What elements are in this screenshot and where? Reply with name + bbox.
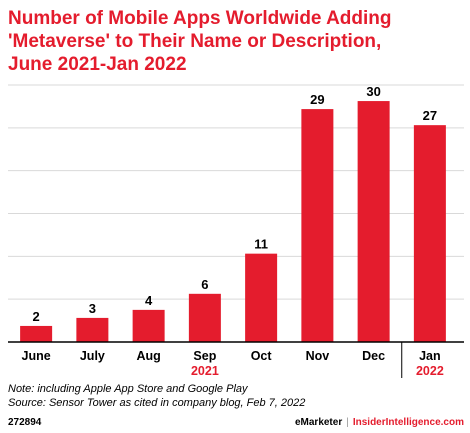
category-label: Aug	[136, 349, 160, 363]
bar	[76, 317, 109, 342]
chart-title-line: Number of Mobile Apps Worldwide Adding	[8, 8, 392, 29]
year-label: 2021	[191, 364, 219, 378]
category-label: Nov	[306, 349, 330, 363]
year-label: 2022	[416, 364, 444, 378]
category-label: Dec	[362, 349, 385, 363]
category-label: Oct	[251, 349, 273, 363]
bar-value-label: 29	[310, 92, 324, 107]
source-text: Source: Sensor Tower as cited in company…	[8, 397, 306, 409]
bar	[357, 101, 390, 342]
category-label: Jan	[419, 349, 441, 363]
bar	[188, 293, 221, 342]
category-label: Sep	[193, 349, 216, 363]
bar	[301, 109, 334, 342]
gridlines	[8, 84, 464, 300]
bar	[413, 125, 446, 342]
chart-title: Number of Mobile Apps Worldwide Adding '…	[8, 7, 464, 76]
bar-value-label: 30	[366, 84, 380, 99]
bar-value-label: 27	[423, 108, 437, 123]
bar	[245, 253, 278, 342]
brand-insider-intelligence: InsiderIntelligence.com	[352, 417, 464, 428]
note-text: Note: including Apple App Store and Goog…	[8, 383, 248, 395]
chart-id: 272894	[8, 417, 42, 428]
bar-value-label: 2	[33, 309, 40, 324]
footer: 272894 eMarketer | InsiderIntelligence.com	[8, 416, 464, 430]
chart-notes: Note: including Apple App Store and Goog…	[8, 382, 464, 410]
category-label: June	[22, 349, 51, 363]
brand-separator: |	[346, 417, 349, 428]
bar-value-label: 6	[201, 277, 208, 292]
chart-title-line: 'Metaverse' to Their Name or Description…	[8, 31, 382, 52]
category-labels: June July Aug Sep Oct Nov Dec Jan	[22, 349, 441, 363]
year-labels: 2021 2022	[191, 364, 444, 378]
bar-value-labels: 2 3 4 6 11 29 30 27	[33, 84, 438, 324]
bars	[20, 101, 446, 342]
bar-value-label: 11	[254, 237, 268, 252]
bar	[132, 309, 165, 342]
bar-value-label: 4	[145, 293, 153, 308]
chart-title-line: June 2021-Jan 2022	[8, 54, 187, 75]
category-label: July	[80, 349, 105, 363]
bar-value-label: 3	[89, 301, 96, 316]
bar	[20, 325, 53, 342]
brand: eMarketer | InsiderIntelligence.com	[295, 416, 464, 430]
brand-emarketer: eMarketer	[294, 417, 343, 428]
